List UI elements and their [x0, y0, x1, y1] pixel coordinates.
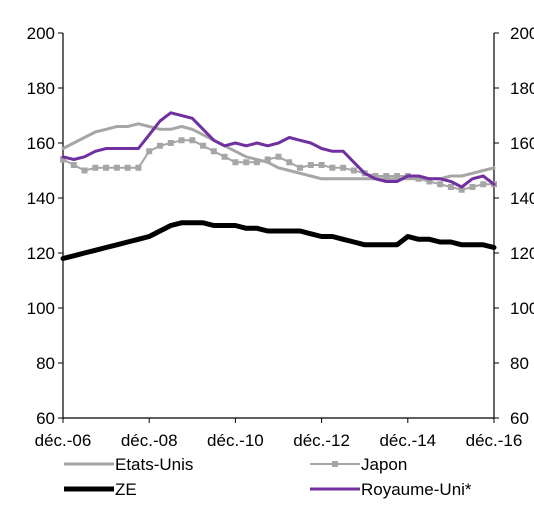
- y-tick-label-right: 80: [510, 354, 529, 373]
- series-layer: [60, 111, 497, 261]
- series-line-ze: [60, 220, 497, 261]
- y-tick-label-left: 140: [27, 189, 55, 208]
- series-point-japon: [297, 164, 304, 171]
- series-point-japon: [178, 137, 185, 144]
- series-point-japon: [480, 181, 487, 188]
- x-tick-labels: déc.-06 déc.-08 déc.-10 déc.-12 déc.-14 déc.-…: [35, 418, 523, 450]
- series-point-japon: [458, 186, 465, 193]
- series-point-japon: [167, 140, 174, 146]
- y-tick-label-right: 140: [510, 189, 534, 208]
- series-point-japon: [350, 167, 357, 174]
- y-tick-labels-left: 60 80 100 120 140 160 180 200: [27, 24, 63, 428]
- x-tick-label: déc.-12: [293, 431, 350, 450]
- series-point-japon: [426, 178, 433, 185]
- series-point-japon: [469, 184, 476, 190]
- series-point-japon: [264, 156, 271, 163]
- series-point-japon: [124, 164, 131, 171]
- series-point-japon: [210, 148, 217, 155]
- series-point-japon: [286, 159, 293, 166]
- series-point-japon: [232, 159, 239, 166]
- x-tick-label: déc.-14: [379, 431, 436, 450]
- series-point-japon: [221, 153, 228, 160]
- y-tick-labels-right: 60 80 100 120 140 160 180 200: [494, 24, 534, 428]
- y-tick-label-right: 180: [510, 79, 534, 98]
- series-point-japon: [383, 173, 390, 179]
- series-point-japon: [60, 156, 66, 163]
- legend-label: Etats-Unis: [115, 455, 193, 474]
- series-point-japon: [103, 164, 110, 171]
- y-tick-label-left: 200: [27, 24, 55, 43]
- y-tick-label-right: 160: [510, 134, 534, 153]
- series-point-japon: [200, 142, 207, 149]
- series-point-japon: [275, 153, 282, 160]
- series-point-japon: [372, 173, 379, 179]
- y-tick-label-left: 180: [27, 79, 55, 98]
- plot-area: [62, 33, 495, 419]
- series-point-japon: [329, 164, 336, 171]
- y-tick-label-left: 60: [36, 409, 55, 428]
- legend-label: ZE: [115, 480, 137, 499]
- series-point-japon: [447, 184, 454, 190]
- legend-label: Japon: [361, 455, 407, 474]
- y-tick-label-right: 60: [510, 409, 529, 428]
- y-tick-label-left: 100: [27, 299, 55, 318]
- y-tick-label-left: 120: [27, 244, 55, 263]
- y-tick-label-left: 80: [36, 354, 55, 373]
- x-tick-label: déc.-10: [207, 431, 264, 450]
- series-point-japon: [307, 162, 314, 168]
- series-point-japon: [189, 137, 196, 144]
- y-tick-label-left: 160: [27, 134, 55, 153]
- x-tick-label: déc.-08: [121, 431, 178, 450]
- series-point-japon: [340, 164, 347, 171]
- series-point-japon: [113, 164, 120, 171]
- x-tick-label: déc.-16: [466, 431, 523, 450]
- y-tick-label-right: 120: [510, 244, 534, 263]
- series-point-japon: [415, 175, 422, 182]
- series-point-japon: [81, 167, 88, 174]
- series-point-japon: [135, 164, 142, 171]
- series-point-japon: [70, 162, 77, 168]
- series-point-japon: [92, 164, 99, 171]
- series-point-japon: [243, 159, 250, 166]
- series-point-japon: [253, 159, 260, 166]
- legend: Etats-Unis Japon ZE Royaume-Uni*: [64, 455, 472, 499]
- series-point-japon: [437, 181, 444, 188]
- series-point-japon: [146, 148, 153, 155]
- series-point-japon: [318, 162, 325, 168]
- y-tick-label-right: 200: [510, 24, 534, 43]
- series-point-japon: [394, 173, 401, 179]
- legend-marker: [332, 461, 338, 467]
- series-line-royaume-uni: [61, 111, 496, 189]
- legend-label: Royaume-Uni*: [361, 480, 472, 499]
- y-tick-label-right: 100: [510, 299, 534, 318]
- x-tick-label: déc.-06: [35, 431, 92, 450]
- series-point-japon: [156, 142, 163, 149]
